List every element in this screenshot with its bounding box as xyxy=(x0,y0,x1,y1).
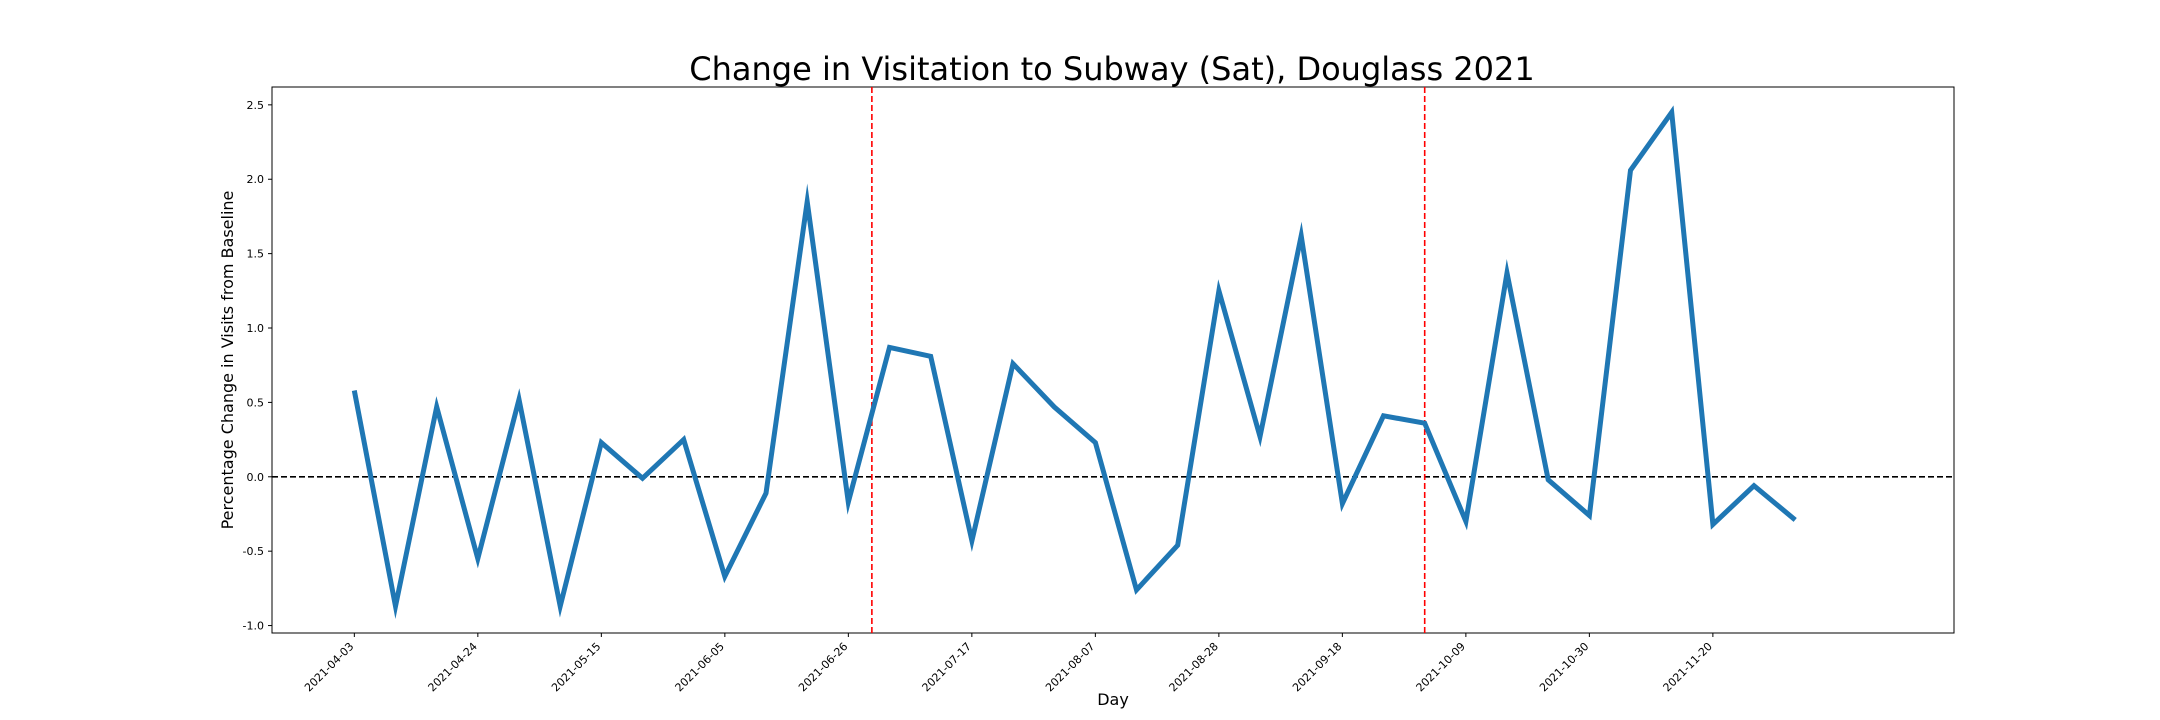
y-tick-label: 2.0 xyxy=(247,173,265,186)
x-tick-label: 2021-04-24 xyxy=(426,640,480,694)
plot-area xyxy=(271,86,1955,634)
x-tick-label: 2021-06-26 xyxy=(796,640,850,694)
y-tick-label: -0.5 xyxy=(243,545,264,558)
x-tick-label: 2021-10-09 xyxy=(1414,640,1468,694)
y-tick-label: 0.0 xyxy=(247,471,265,484)
y-tick-label: 1.0 xyxy=(247,322,265,335)
series-layer xyxy=(351,105,1797,620)
y-axis-label: Percentage Change in Visits from Baselin… xyxy=(218,191,237,530)
y-tick-label: 2.5 xyxy=(247,99,265,112)
x-tick-label: 2021-08-28 xyxy=(1167,640,1221,694)
chart-title: Change in Visitation to Subway (Sat), Do… xyxy=(689,50,1534,88)
reference-lines xyxy=(272,87,1954,633)
x-tick-label: 2021-10-30 xyxy=(1537,640,1591,694)
y-tick-label: 0.5 xyxy=(247,396,265,409)
y-axis: -1.0 -0.5 0.0 0.5 1.0 1.5 2.0 2.5 xyxy=(243,99,272,633)
x-axis: 2021-04-03 2021-04-24 2021-05-15 2021-06-05… xyxy=(302,633,1715,694)
x-tick-label: 2021-08-07 xyxy=(1043,640,1097,694)
x-tick-label: 2021-04-03 xyxy=(302,640,356,694)
y-tick-label: -1.0 xyxy=(243,620,264,633)
y-tick-label: 1.5 xyxy=(247,248,265,261)
x-axis-label: Day xyxy=(1097,690,1129,709)
x-tick-label: 2021-05-15 xyxy=(549,640,603,694)
x-tick-label: 2021-09-18 xyxy=(1290,640,1344,694)
x-tick-label: 2021-06-05 xyxy=(673,640,727,694)
x-tick-label: 2021-07-17 xyxy=(920,640,974,694)
x-tick-label: 2021-11-20 xyxy=(1661,640,1715,694)
series-line xyxy=(351,105,1797,620)
